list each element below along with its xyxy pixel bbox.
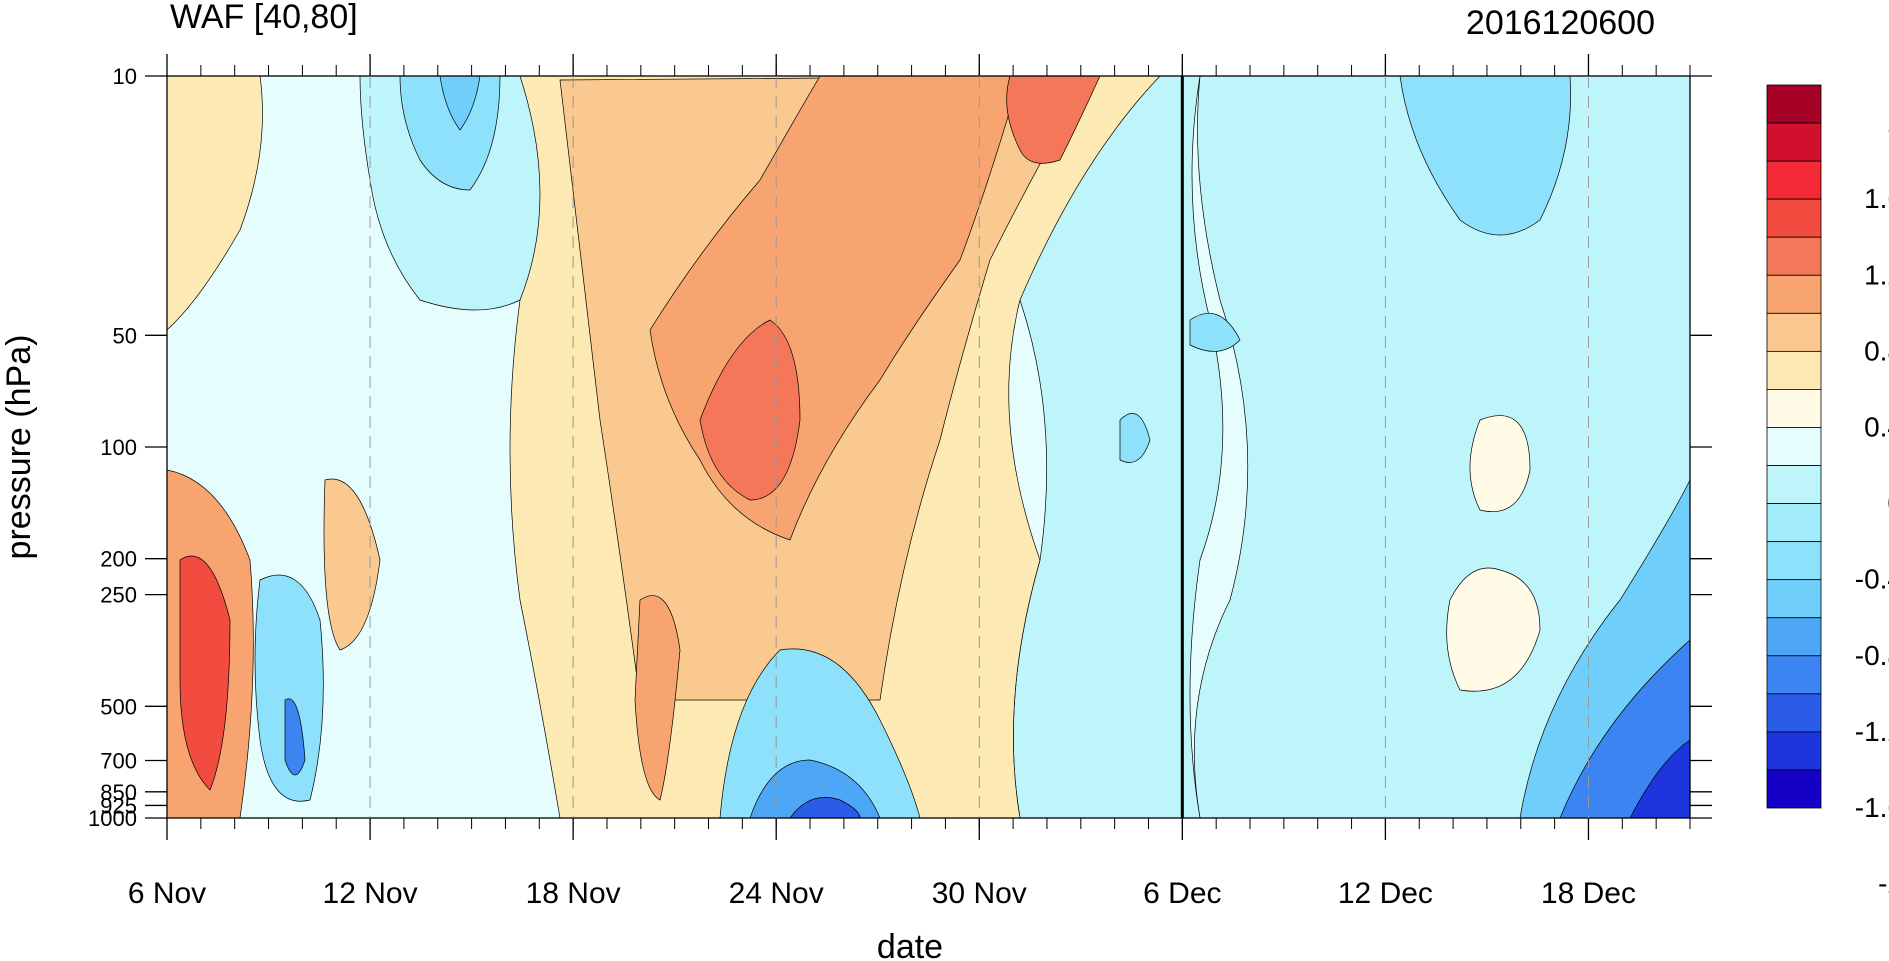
x-tick-label: 6 Nov [128,877,206,910]
colorbar-swatch [1766,617,1822,657]
contour-region [167,76,263,331]
contour-region [359,76,541,311]
y-tick-label: 50 [113,323,137,348]
colorbar-label: -1.6 [1855,792,1889,823]
contour-region [1006,76,1101,164]
contour-region [1469,415,1531,512]
colorbar: 2 1.6 1.2 0.8 0.4 0 -0.4 -0.8 -1.2 -1.6 -2 [1766,84,1889,899]
date-stamp: 2016120600 [1466,4,1655,42]
contour-region [439,76,481,131]
x-tick-label: 12 Nov [323,877,418,910]
contour-region [634,595,681,801]
x-tick-label: 24 Nov [729,877,824,910]
y-tick-label: 250 [100,583,137,608]
contour-region [699,319,801,501]
contour-region [254,574,324,802]
colorbar-swatch [1766,350,1822,390]
colorbar-label: -1.2 [1855,716,1889,747]
contour-region [1189,312,1241,352]
y-tick-label: 100 [100,435,137,460]
contour-region [1399,76,1571,236]
colorbar-label: 1.2 [1864,259,1889,290]
colorbar-swatch [1766,312,1822,352]
colorbar-label: 2 [1887,107,1889,138]
colorbar-swatch [1766,84,1822,124]
colorbar-swatch [1766,693,1822,733]
colorbar-label: -2 [1878,868,1889,899]
contour-region [179,555,231,791]
colorbar-label: 1.6 [1864,183,1889,214]
colorbar-label: -0.8 [1855,640,1889,671]
y-tick-label: 500 [100,694,137,719]
colorbar-swatch [1766,274,1822,314]
colorbar-swatch [1766,122,1822,162]
colorbar-swatch [1766,160,1822,200]
colorbar-swatch [1766,236,1822,276]
y-tick-label: 10 [113,64,137,89]
colorbar-label: 0.8 [1864,335,1889,366]
y-tick-label: 1000 [88,806,137,831]
contour-region [719,648,921,818]
y-tick-label: 700 [100,749,137,774]
colorbar-swatch [1766,769,1822,809]
x-tick-label: 12 Dec [1338,877,1433,910]
x-tick-label: 30 Nov [932,877,1027,910]
colorbar-label: 0.4 [1864,411,1889,442]
contour-field [167,76,1690,818]
colorbar-swatch [1766,541,1822,581]
y-tick-label: 200 [100,547,137,572]
y-tick-label: 925 [100,793,137,818]
x-tick-label: 6 Dec [1143,877,1221,910]
contour-region [789,797,861,818]
contour-region [399,76,501,191]
contour-region [749,759,881,818]
contour-region [284,698,306,776]
colorbar-swatch [1766,579,1822,619]
colorbar-swatch [1766,465,1822,504]
colorbar-swatch [1766,655,1822,695]
colorbar-label: -0.4 [1855,564,1889,595]
colorbar-swatch [1766,503,1822,543]
chart-title: WAF [40,80] [170,0,358,36]
contour-region [323,478,381,651]
colorbar-label: 0 [1887,488,1889,519]
x-tick-label: 18 Nov [526,877,621,910]
contour-region [1193,76,1690,818]
colorbar-swatch [1766,427,1822,466]
colorbar-swatch [1766,198,1822,238]
colorbar-swatch [1766,389,1822,428]
y-tick-label: 850 [100,780,137,805]
y-axis-label: pressure (hPa) [0,335,38,560]
contour-region [1119,413,1151,463]
colorbar-swatch [1766,731,1822,771]
x-axis: 6 Nov 12 Nov 18 Nov 24 Nov 30 Nov 6 Dec 12 Dec… [128,54,1691,910]
contour-region [1446,567,1541,692]
x-axis-label: date [877,928,943,961]
x-tick-label: 18 Dec [1541,877,1636,910]
contour-region [1013,76,1224,818]
